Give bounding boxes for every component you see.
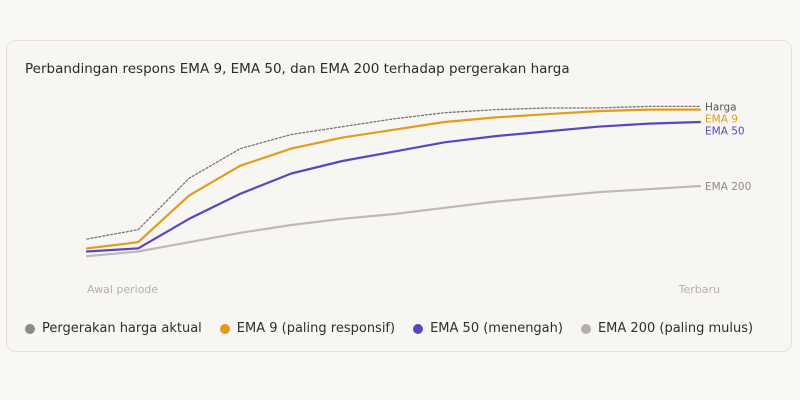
legend-item-ema9: EMA 9 (paling responsif) [219, 321, 396, 336]
legend-marker-ema200 [580, 323, 591, 334]
legend-item-price: Pergerakan harga aktual [25, 321, 202, 336]
legend-marker-ema9 [219, 323, 230, 334]
legend-label-price: Pergerakan harga aktual [42, 321, 202, 336]
chart-legend: Pergerakan harga aktual EMA 9 (paling re… [25, 321, 753, 336]
series-end-label-ema9: EMA 9 [705, 113, 738, 125]
series-line-ema200 [85, 184, 702, 258]
legend-marker-ema50 [413, 323, 424, 334]
legend-label-ema9: EMA 9 (paling responsif) [236, 321, 396, 336]
series-line-ema9 [85, 108, 702, 250]
series-line-ema50 [85, 120, 702, 253]
legend-marker-price [25, 323, 35, 334]
series-line-price [86, 105, 701, 240]
series-end-label-ema200: EMA 200 [705, 181, 751, 193]
chart-card: Perbandingan respons EMA 9, EMA 50, dan … [6, 40, 792, 352]
series-end-label-ema50: EMA 50 [705, 125, 745, 137]
x-axis-start-label: Awal periode [87, 283, 158, 296]
series-end-label-price: Harga [705, 101, 737, 113]
legend-label-ema200: EMA 200 (paling mulus) [597, 321, 754, 336]
legend-label-ema50: EMA 50 (menengah) [430, 321, 563, 336]
legend-item-ema200: EMA 200 (paling mulus) [580, 321, 754, 336]
legend-item-ema50: EMA 50 (menengah) [413, 321, 563, 336]
chart-title: Perbandingan respons EMA 9, EMA 50, dan … [25, 61, 570, 77]
series-lines [85, 105, 702, 258]
x-axis-end-label: Terbaru [678, 283, 720, 296]
